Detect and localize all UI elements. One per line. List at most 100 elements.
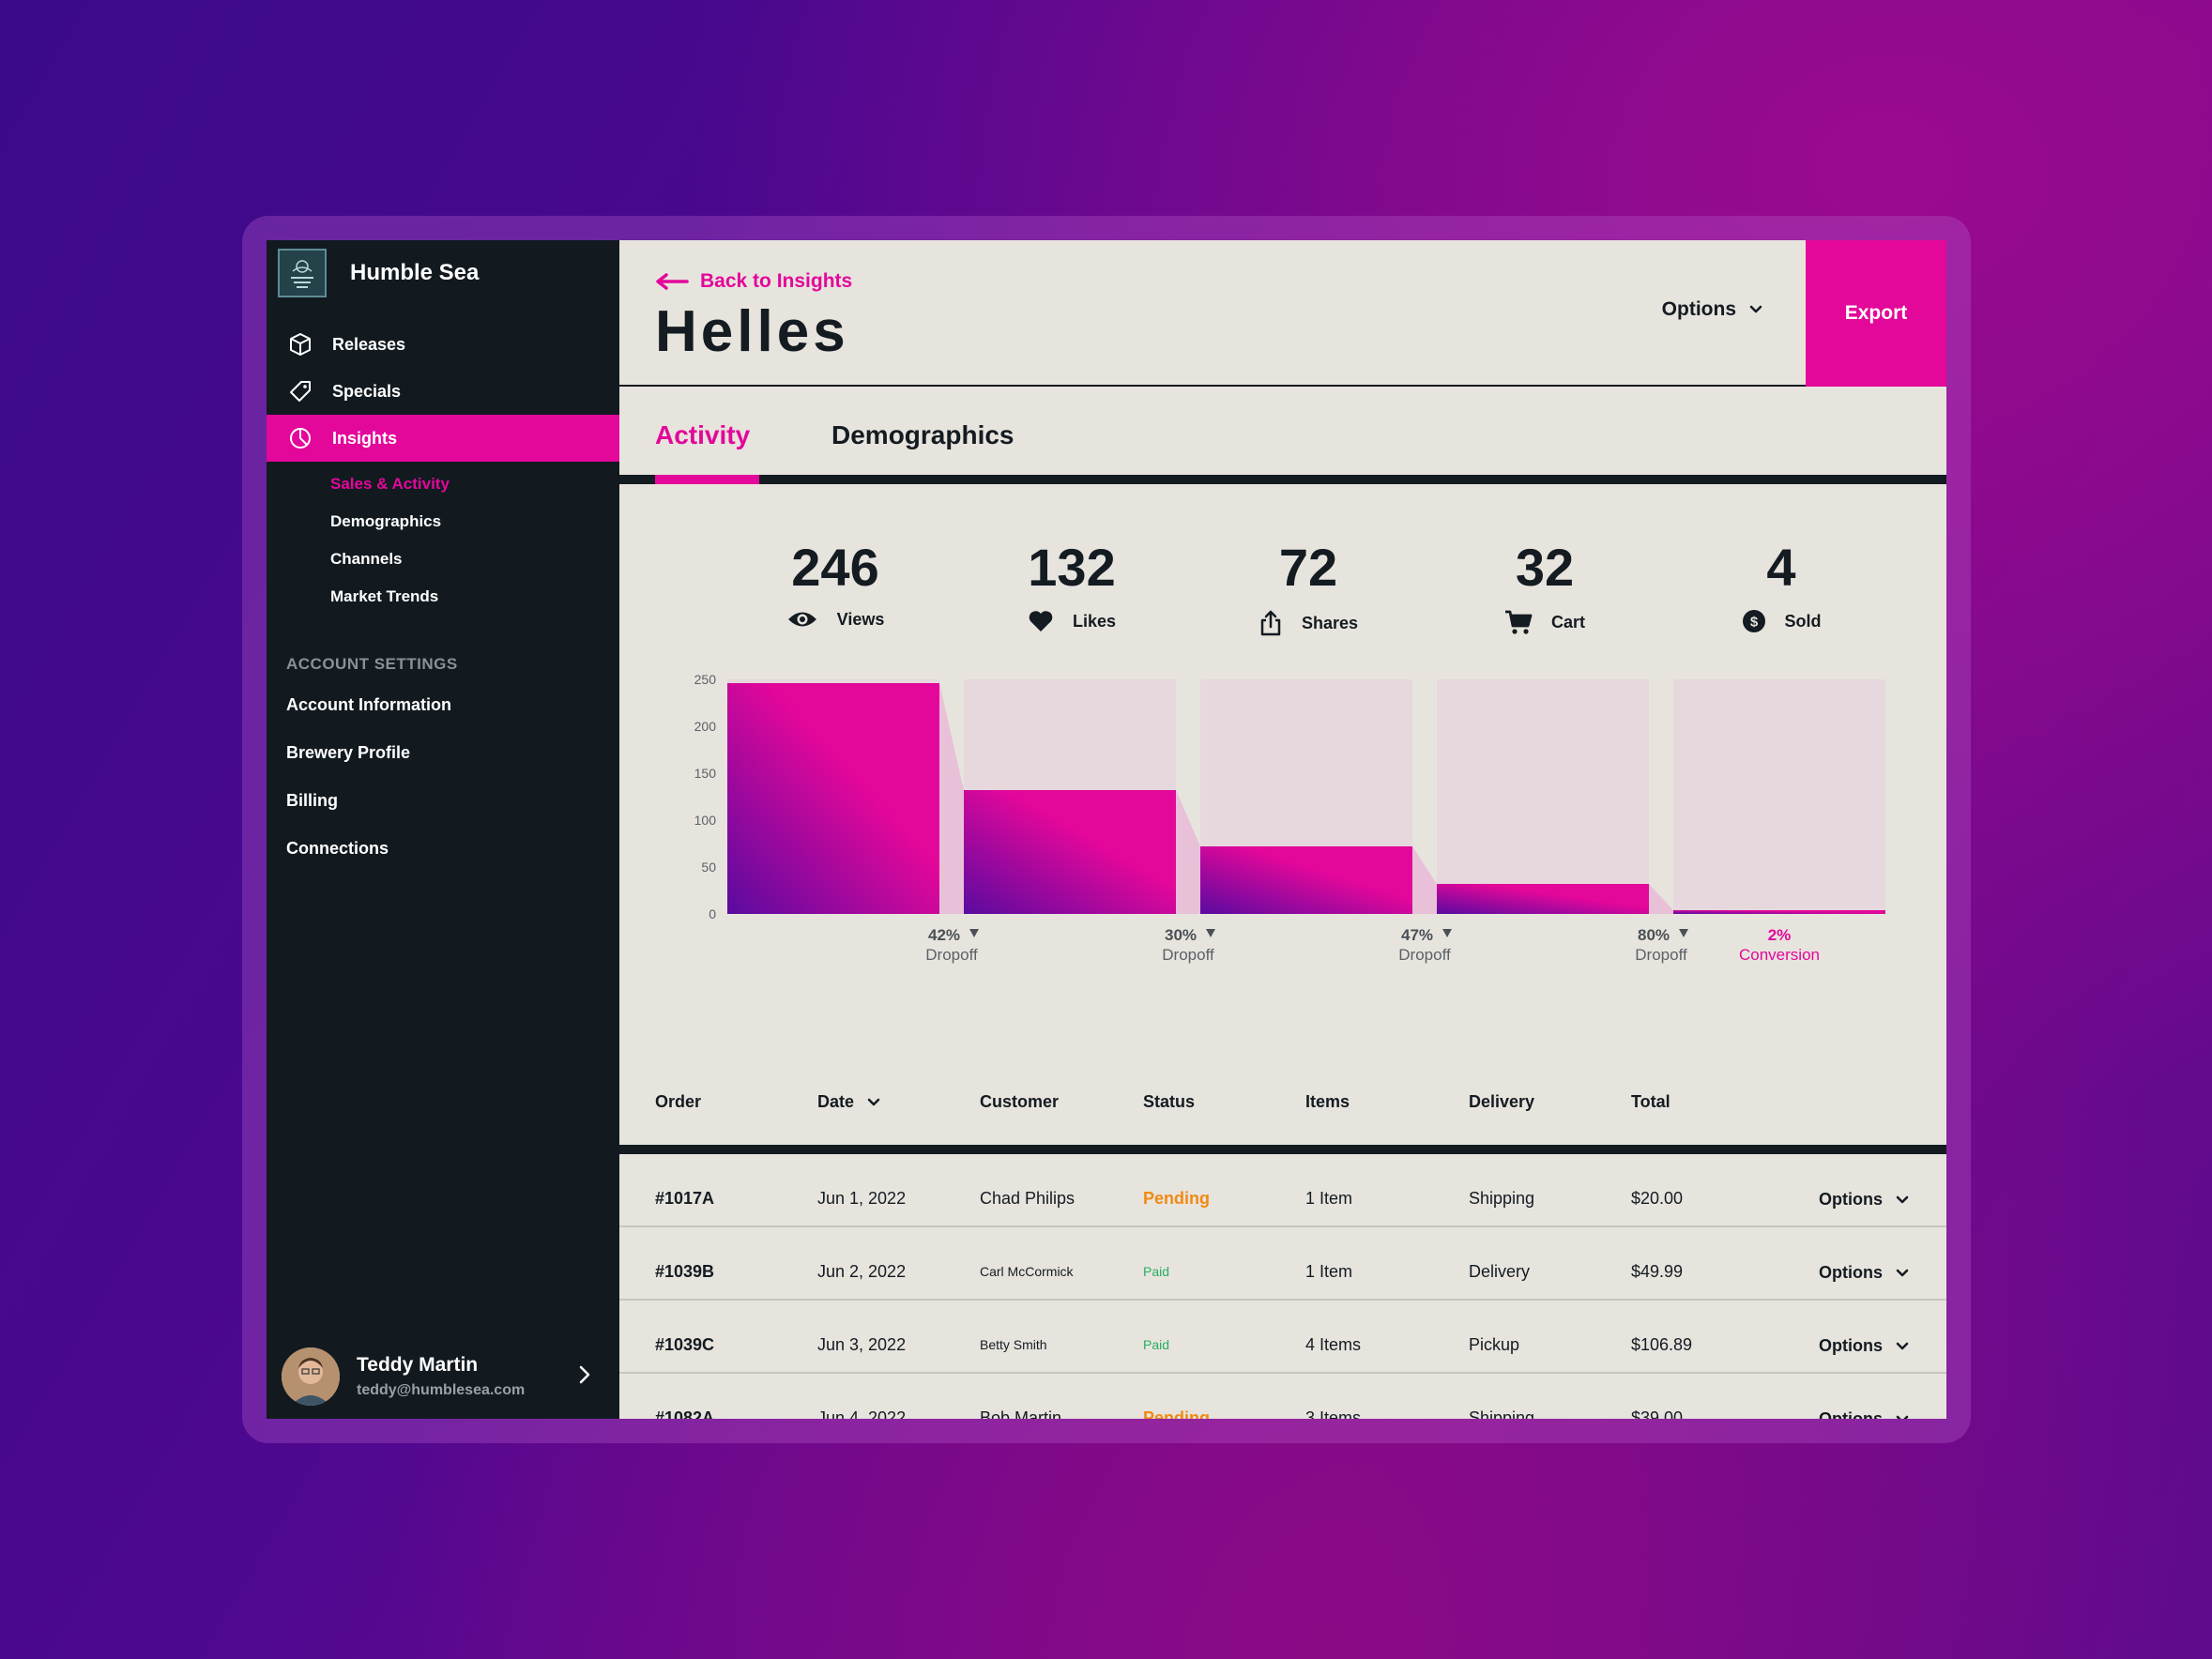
table-row[interactable]: #1039B Jun 2, 2022 Carl McCormick Paid 1…: [619, 1227, 1946, 1301]
col-date[interactable]: Date: [817, 1092, 880, 1112]
account-item-connections[interactable]: Connections: [286, 839, 389, 858]
bar-shares: [1200, 846, 1412, 914]
conversion-percent: 2%: [1768, 926, 1792, 944]
status-badge: Pending: [1143, 1408, 1210, 1419]
bar-likes: [964, 790, 1176, 914]
cell-total: $106.89: [1631, 1335, 1693, 1354]
table-row[interactable]: #1082A Jun 4, 2022 Bob Martin Pending 3 …: [619, 1374, 1946, 1419]
nav-item-releases[interactable]: Releases: [267, 321, 619, 368]
dropoff-label: Dropoff: [925, 946, 978, 964]
avatar: [282, 1347, 340, 1406]
stats-row: 246 Views 132 Likes 72 Shares: [619, 522, 1946, 672]
app-window: Humble Sea Releases Specials Insights: [267, 240, 1946, 1419]
status-badge: Paid: [1143, 1264, 1170, 1279]
triangle-down-icon: [1206, 929, 1215, 937]
heart-icon: [1029, 611, 1053, 632]
cart-icon: [1504, 610, 1533, 634]
cell-customer: Betty Smith: [980, 1337, 1047, 1352]
row-options-label: Options: [1819, 1409, 1883, 1419]
share-icon: [1260, 610, 1281, 636]
chevron-right-icon[interactable]: [578, 1364, 591, 1390]
cell-customer: Bob Martin: [980, 1408, 1062, 1419]
subnav-demographics[interactable]: Demographics: [330, 512, 442, 530]
orders-table-body: #1017A Jun 1, 2022 Chad Philips Pending …: [619, 1154, 1946, 1419]
stat-label: Views: [836, 609, 885, 629]
nav-item-insights[interactable]: Insights: [267, 415, 619, 462]
bar-cart: [1437, 884, 1649, 914]
chevron-down-icon: [1896, 1342, 1909, 1349]
cell-items: 4 Items: [1305, 1335, 1362, 1354]
svg-text:$: $: [1749, 615, 1758, 631]
user-profile[interactable]: Teddy Martin teddy@humblesea.com: [267, 1334, 619, 1419]
orders-table-header: Order Date Customer Status Items Deliver…: [619, 1064, 1946, 1154]
bar-sold: [1673, 910, 1885, 914]
stat-shares: 72 Shares: [1214, 537, 1402, 637]
stat-label-row: Cart: [1451, 609, 1639, 635]
col-total[interactable]: Total: [1631, 1092, 1670, 1111]
active-tab-indicator: [655, 475, 759, 484]
col-delivery[interactable]: Delivery: [1469, 1092, 1535, 1111]
back-link-label: Back to Insights: [700, 270, 853, 292]
account-settings-list: Account Information Brewery Profile Bill…: [267, 681, 619, 873]
bar-views: [727, 683, 939, 914]
chevron-down-icon: [1896, 1269, 1909, 1276]
triangle-down-icon: [1679, 929, 1688, 937]
box-icon: [287, 331, 313, 358]
row-options-dropdown[interactable]: Options: [1819, 1409, 1909, 1419]
row-options-label: Options: [1819, 1263, 1883, 1282]
col-items[interactable]: Items: [1305, 1092, 1350, 1111]
col-order[interactable]: Order: [655, 1092, 702, 1111]
account-item-information[interactable]: Account Information: [286, 695, 451, 714]
stat-sold: 4 $ Sold: [1687, 537, 1875, 633]
cell-date: Jun 1, 2022: [817, 1189, 907, 1208]
dropoff-percent: 80%: [1638, 926, 1670, 944]
dropoff-label: Dropoff: [1635, 946, 1687, 964]
subnav-sales-activity[interactable]: Sales & Activity: [330, 475, 450, 493]
stat-value: 32: [1515, 538, 1575, 597]
y-tick-label: 50: [701, 860, 716, 875]
tab-activity[interactable]: Activity: [655, 420, 751, 449]
subnav-market-trends[interactable]: Market Trends: [330, 587, 439, 605]
stat-label: Sold: [1784, 611, 1822, 631]
chevron-down-icon: [1896, 1415, 1909, 1419]
stat-value: 72: [1278, 538, 1338, 597]
funnel-connector: [1412, 846, 1437, 914]
cell-items: 3 Items: [1305, 1408, 1362, 1419]
nav-item-label: Insights: [332, 428, 398, 448]
table-row[interactable]: #1017A Jun 1, 2022 Chad Philips Pending …: [619, 1154, 1946, 1227]
chevron-down-icon: [1749, 305, 1762, 313]
user-email: teddy@humblesea.com: [357, 1382, 526, 1398]
col-customer[interactable]: Customer: [980, 1092, 1060, 1111]
cell-delivery: Pickup: [1469, 1335, 1520, 1354]
stat-value: 246: [791, 538, 879, 597]
arrow-left-icon: [656, 273, 689, 290]
brand[interactable]: Humble Sea: [267, 240, 619, 306]
row-options-dropdown[interactable]: Options: [1819, 1263, 1909, 1283]
subnav-channels[interactable]: Channels: [330, 550, 403, 568]
y-tick-label: 0: [709, 906, 716, 921]
account-item-brewery-profile[interactable]: Brewery Profile: [286, 743, 411, 762]
row-options-dropdown[interactable]: Options: [1819, 1190, 1909, 1210]
funnel-chart: 0 50 100 150 200 250 42% Dropoff 30% Dropoff 47% Dr…: [694, 672, 1885, 964]
pie-chart-icon: [287, 425, 313, 451]
main-content: Back to Insights Helles Options Export A…: [619, 240, 1946, 1419]
table-row[interactable]: #1039C Jun 3, 2022 Betty Smith Paid 4 It…: [619, 1301, 1946, 1374]
eye-icon: [787, 612, 816, 627]
row-options-dropdown[interactable]: Options: [1819, 1336, 1909, 1356]
col-status[interactable]: Status: [1143, 1092, 1196, 1111]
main-nav: Releases Specials Insights Sales & Activ…: [267, 321, 619, 616]
insights-subnav: Sales & Activity Demographics Channels M…: [267, 462, 619, 616]
stat-views: 246 Views: [741, 537, 929, 630]
options-dropdown[interactable]: Options: [1662, 298, 1762, 321]
account-item-billing[interactable]: Billing: [286, 791, 338, 810]
tab-bar: Activity Demographics: [619, 387, 1946, 484]
options-label: Options: [1661, 298, 1736, 320]
cell-items: 1 Item: [1305, 1189, 1353, 1208]
back-link[interactable]: Back to Insights: [655, 270, 852, 293]
export-button[interactable]: Export: [1806, 240, 1946, 387]
stat-value: 132: [1028, 538, 1116, 597]
nav-item-specials[interactable]: Specials: [267, 368, 619, 415]
dropoff-label: Dropoff: [1162, 946, 1214, 964]
cell-delivery: Delivery: [1469, 1262, 1531, 1281]
tab-demographics[interactable]: Demographics: [831, 420, 1014, 449]
